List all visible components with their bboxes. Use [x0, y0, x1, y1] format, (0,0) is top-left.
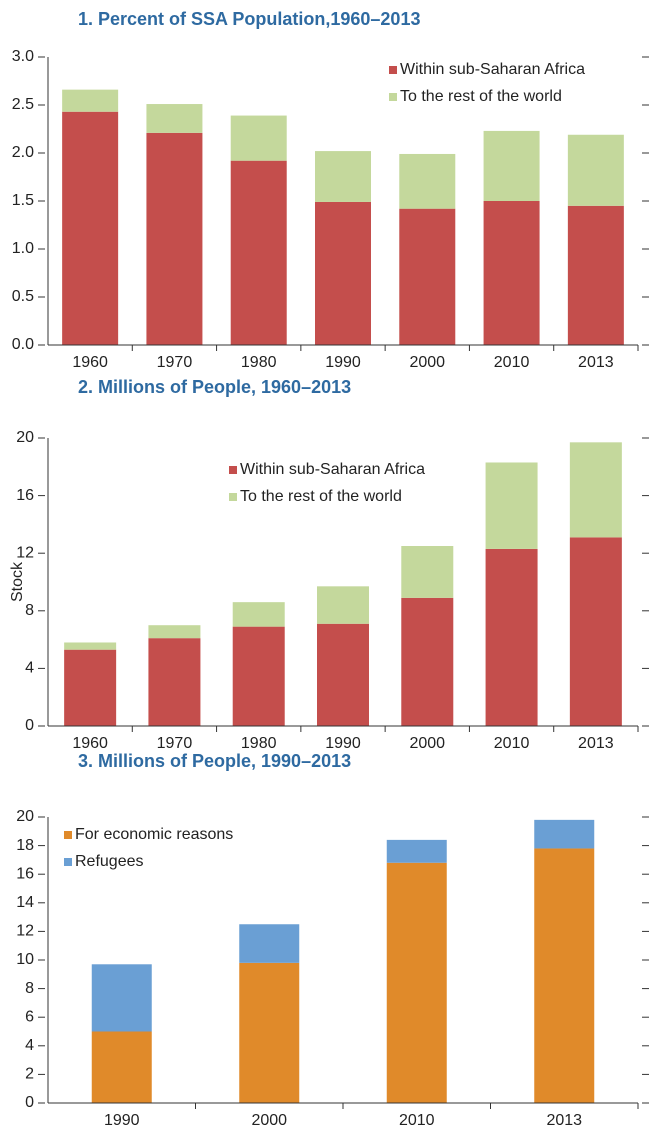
bar-segment [239, 962, 300, 1103]
bar-segment [64, 642, 117, 650]
y-tick-label: 16 [16, 487, 34, 504]
y-tick-label: 0 [25, 1094, 34, 1111]
bar-segment [91, 1031, 152, 1103]
bar-segment [230, 160, 287, 345]
y-tick-label: 20 [16, 808, 34, 825]
bar-segment [569, 442, 622, 538]
bar-segment [148, 625, 201, 639]
bar-segment [485, 548, 538, 726]
x-tick-label: 1970 [157, 354, 193, 371]
y-tick-label: 2.0 [12, 144, 34, 161]
x-tick-label: 2010 [399, 1112, 435, 1129]
y-tick-label: 20 [16, 429, 34, 446]
x-tick-label: 1990 [325, 735, 361, 752]
bar-segment [146, 132, 203, 345]
x-tick-label: 2000 [251, 1112, 287, 1129]
bar-segment [239, 924, 300, 963]
legend-swatch [229, 466, 237, 474]
y-tick-label: 0 [25, 717, 34, 734]
bar-segment [567, 134, 624, 206]
y-tick-label: 6 [25, 1008, 34, 1025]
bar-segment [315, 201, 371, 345]
legend-swatch [64, 831, 72, 839]
bar-segment [399, 208, 456, 345]
bar-segment [232, 602, 285, 627]
y-tick-label: 10 [16, 951, 34, 968]
bar-segment [401, 597, 454, 726]
x-tick-label: 1960 [72, 354, 108, 371]
bar-segment [386, 862, 447, 1103]
bar-segment [401, 546, 454, 598]
legend-label: To the rest of the world [240, 488, 402, 505]
y-tick-label: 4 [25, 1037, 34, 1054]
bar-segment [386, 839, 447, 863]
x-tick-label: 1990 [325, 354, 361, 371]
bar-segment [315, 151, 371, 202]
x-tick-label: 1980 [241, 354, 277, 371]
y-tick-label: 1.5 [12, 192, 34, 209]
bar-segment [483, 201, 540, 345]
bar-segment [148, 638, 201, 726]
x-tick-label: 2000 [409, 354, 445, 371]
legend-swatch [389, 66, 397, 74]
bar-segment [534, 819, 595, 849]
bar-segment [569, 537, 622, 726]
x-tick-label: 2013 [578, 735, 614, 752]
bar-segment [146, 104, 203, 133]
bar-segment [230, 115, 287, 161]
x-tick-label: 1970 [157, 735, 193, 752]
bar-segment [399, 153, 456, 209]
bar-segment [317, 586, 369, 624]
bar-segment [567, 205, 624, 345]
x-tick-label: 2013 [546, 1112, 582, 1129]
bar-segment [485, 462, 538, 549]
legend-label: To the rest of the world [400, 88, 562, 105]
y-tick-label: 0.5 [12, 288, 34, 305]
y-tick-label: 2 [25, 1066, 34, 1083]
y-tick-label: 8 [25, 602, 34, 619]
y-tick-label: 8 [25, 980, 34, 997]
y-tick-label: 12 [16, 544, 34, 561]
y-tick-label: 18 [16, 837, 34, 854]
legend-swatch [229, 493, 237, 501]
y-tick-label: 4 [25, 660, 34, 677]
x-tick-label: 2010 [494, 735, 530, 752]
y-tick-label: 16 [16, 865, 34, 882]
y-tick-label: 14 [16, 894, 34, 911]
legend-label: For economic reasons [75, 826, 233, 843]
y-axis-label: Stock [9, 561, 26, 602]
y-tick-label: 2.5 [12, 96, 34, 113]
y-tick-label: 12 [16, 923, 34, 940]
y-tick-label: 1.0 [12, 240, 34, 257]
x-tick-label: 1990 [104, 1112, 140, 1129]
bar-segment [62, 111, 119, 345]
bar-segment [64, 649, 117, 726]
bar-segment [91, 964, 152, 1032]
x-tick-label: 1980 [241, 735, 277, 752]
x-tick-label: 2013 [578, 354, 614, 371]
bar-segment [232, 626, 285, 726]
legend-swatch [389, 93, 397, 101]
chart-title: 2. Millions of People, 1960–2013 [78, 377, 351, 397]
bar-segment [483, 130, 540, 201]
y-tick-label: 0.0 [12, 336, 34, 353]
bar-segment [317, 623, 369, 726]
x-tick-label: 2000 [409, 735, 445, 752]
y-tick-label: 3.0 [12, 48, 34, 65]
x-tick-label: 1960 [72, 735, 108, 752]
legend-label: Within sub-Saharan Africa [400, 61, 585, 78]
chart-title: 3. Millions of People, 1990–2013 [78, 751, 351, 771]
x-tick-label: 2010 [494, 354, 530, 371]
legend-label: Within sub-Saharan Africa [240, 461, 425, 478]
bar-segment [534, 848, 595, 1103]
legend-label: Refugees [75, 853, 144, 870]
chart-title: 1. Percent of SSA Population,1960–2013 [78, 9, 420, 29]
legend-swatch [64, 858, 72, 866]
bar-segment [62, 89, 119, 112]
